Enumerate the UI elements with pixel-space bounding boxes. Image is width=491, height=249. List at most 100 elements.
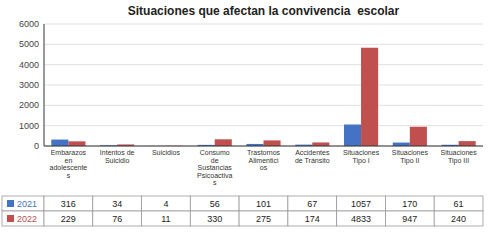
table-cell <box>190 196 239 211</box>
data-label: 101 <box>256 199 271 209</box>
grid-line <box>44 44 483 45</box>
y-axis <box>44 24 45 146</box>
table-cell <box>44 211 93 226</box>
x-tick-label-line: Alimentici <box>249 157 279 164</box>
x-tick-label-line: de <box>211 157 219 164</box>
x-tick-label-line: Tipo II <box>400 157 419 165</box>
x-tick-label: Accidentesde Tránsito <box>295 149 330 164</box>
x-tick-label-line: Suicidios <box>152 149 181 156</box>
legend-label: 2022 <box>17 214 37 224</box>
x-tick-label-line: Accidentes <box>295 149 330 156</box>
y-tick-label: 1000 <box>19 121 39 131</box>
x-tick-label-line: Sustancias <box>198 164 233 171</box>
table-cell <box>142 196 191 211</box>
data-label: 56 <box>210 199 220 209</box>
grid-line <box>44 125 483 126</box>
y-tick-label: 6000 <box>19 19 39 29</box>
data-label: 76 <box>112 214 122 224</box>
x-tick-label: Intentos deSuicidio <box>100 149 135 164</box>
data-label: 229 <box>61 214 76 224</box>
title: Situaciones que afectan la convivencia e… <box>128 4 400 18</box>
bar <box>361 48 378 146</box>
data-label: 1057 <box>351 199 371 209</box>
data-label: 174 <box>305 214 320 224</box>
x-tick-label-line: Situaciones <box>343 149 380 156</box>
x-tick-label: SituacionesTipo III <box>441 149 478 165</box>
data-label: 61 <box>454 199 464 209</box>
table-cell <box>385 196 434 211</box>
x-tick-label: ConsumodeSustanciasPsicoactivas <box>197 149 233 186</box>
grid-line <box>44 64 483 65</box>
x-tick-label-line: Intentos de <box>100 149 135 156</box>
legend-label: 2021 <box>17 199 37 209</box>
data-label: 11 <box>161 214 170 224</box>
data-label: 4833 <box>351 214 371 224</box>
x-tick-label-line: de Tránsito <box>295 157 330 164</box>
x-tick-label: SituacionesTipo I <box>343 149 380 165</box>
data-label: 170 <box>402 199 417 209</box>
bar <box>393 143 410 146</box>
x-tick-label-line: Tipo III <box>448 157 469 165</box>
x-tick-label-line: adolescente <box>50 164 88 171</box>
table-cell <box>142 211 191 226</box>
bar <box>264 140 281 146</box>
table-cell <box>93 211 142 226</box>
table-cell <box>44 196 93 211</box>
data-label: 4 <box>163 199 168 209</box>
x-tick-label-line: Embarazos <box>51 149 87 156</box>
legend-swatch <box>7 200 14 207</box>
table-cell <box>2 196 44 211</box>
table-cell <box>385 211 434 226</box>
y-tick-label: 3000 <box>19 80 39 90</box>
x-tick-label-line: Psicoactiva <box>197 172 233 179</box>
x-tick-label-line: en <box>64 157 72 164</box>
grid-line <box>44 24 483 25</box>
x-tick-label-line: s <box>67 172 71 179</box>
y-tick-label: 5000 <box>19 39 39 49</box>
x-tick-label-line: Consumo <box>200 149 230 156</box>
x-axis <box>44 146 483 147</box>
x-tick-label: TrastornosAlimenticios <box>247 149 281 171</box>
data-label: 240 <box>451 214 466 224</box>
table-cell <box>93 196 142 211</box>
data-label: 316 <box>61 199 76 209</box>
x-tick-label-line: Situaciones <box>441 149 478 156</box>
bar <box>215 139 232 146</box>
table-cell <box>239 211 288 226</box>
x-tick-label: Embarazosenadolescentes <box>50 149 88 179</box>
x-tick-label: SituacionesTipo II <box>392 149 429 165</box>
x-tick-label-line: Situaciones <box>392 149 429 156</box>
table-cell <box>239 196 288 211</box>
legend-swatch <box>7 215 14 222</box>
bar <box>51 140 68 146</box>
chart: Situaciones que afectan la convivencia e… <box>0 0 491 249</box>
data-label: 330 <box>207 214 222 224</box>
y-tick-label: 4000 <box>19 60 39 70</box>
grid-line <box>44 146 483 147</box>
bars <box>51 48 475 146</box>
table-cell <box>2 211 44 226</box>
bar <box>410 127 427 146</box>
x-tick-label: Suicidios <box>152 149 181 156</box>
bar <box>68 141 85 146</box>
table-cell <box>288 196 337 211</box>
x-tick-label-line: os <box>260 164 268 171</box>
data-label: 67 <box>307 199 317 209</box>
table-cell <box>337 211 386 226</box>
y-tick-label: 0 <box>34 141 39 151</box>
table-cell <box>434 211 483 226</box>
grid-line <box>44 85 483 86</box>
data-label: 275 <box>256 214 271 224</box>
x-tick-label-line: s <box>213 179 217 186</box>
table-cell <box>434 196 483 211</box>
y-tick-label: 2000 <box>19 100 39 110</box>
grid-line <box>44 105 483 106</box>
x-tick-label-line: Trastornos <box>247 149 281 156</box>
bar <box>312 142 329 146</box>
x-tick-label-line: Suicidio <box>105 157 130 164</box>
data-label: 34 <box>112 199 122 209</box>
bar <box>459 141 476 146</box>
table-cell <box>190 211 239 226</box>
x-tick-label-line: Tipo I <box>352 157 369 165</box>
table-cell <box>288 211 337 226</box>
